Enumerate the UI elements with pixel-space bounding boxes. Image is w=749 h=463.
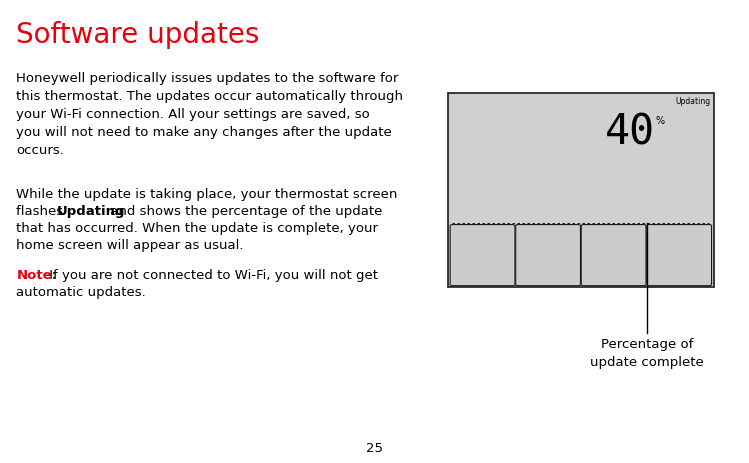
FancyBboxPatch shape <box>581 225 646 286</box>
FancyBboxPatch shape <box>646 225 712 286</box>
Text: flashes: flashes <box>16 205 68 218</box>
Bar <box>448 93 714 287</box>
Text: While the update is taking place, your thermostat screen: While the update is taking place, your t… <box>16 188 398 200</box>
Text: that has occurred. When the update is complete, your: that has occurred. When the update is co… <box>16 222 378 235</box>
Text: %: % <box>655 116 664 126</box>
FancyBboxPatch shape <box>450 225 515 286</box>
Text: and shows the percentage of the update: and shows the percentage of the update <box>106 205 382 218</box>
Text: If you are not connected to Wi-Fi, you will not get: If you are not connected to Wi-Fi, you w… <box>45 269 378 282</box>
Text: Software updates: Software updates <box>16 21 260 49</box>
Text: Note:: Note: <box>16 269 58 282</box>
Text: update complete: update complete <box>590 356 704 369</box>
Text: automatic updates.: automatic updates. <box>16 286 146 299</box>
FancyBboxPatch shape <box>515 225 580 286</box>
Text: Updating: Updating <box>675 97 710 106</box>
Text: 25: 25 <box>366 442 383 455</box>
Text: 40: 40 <box>605 111 655 153</box>
Text: home screen will appear as usual.: home screen will appear as usual. <box>16 239 244 252</box>
Text: Honeywell periodically issues updates to the software for
this thermostat. The u: Honeywell periodically issues updates to… <box>16 72 404 157</box>
Text: Updating: Updating <box>57 205 125 218</box>
Text: Percentage of: Percentage of <box>601 338 694 351</box>
